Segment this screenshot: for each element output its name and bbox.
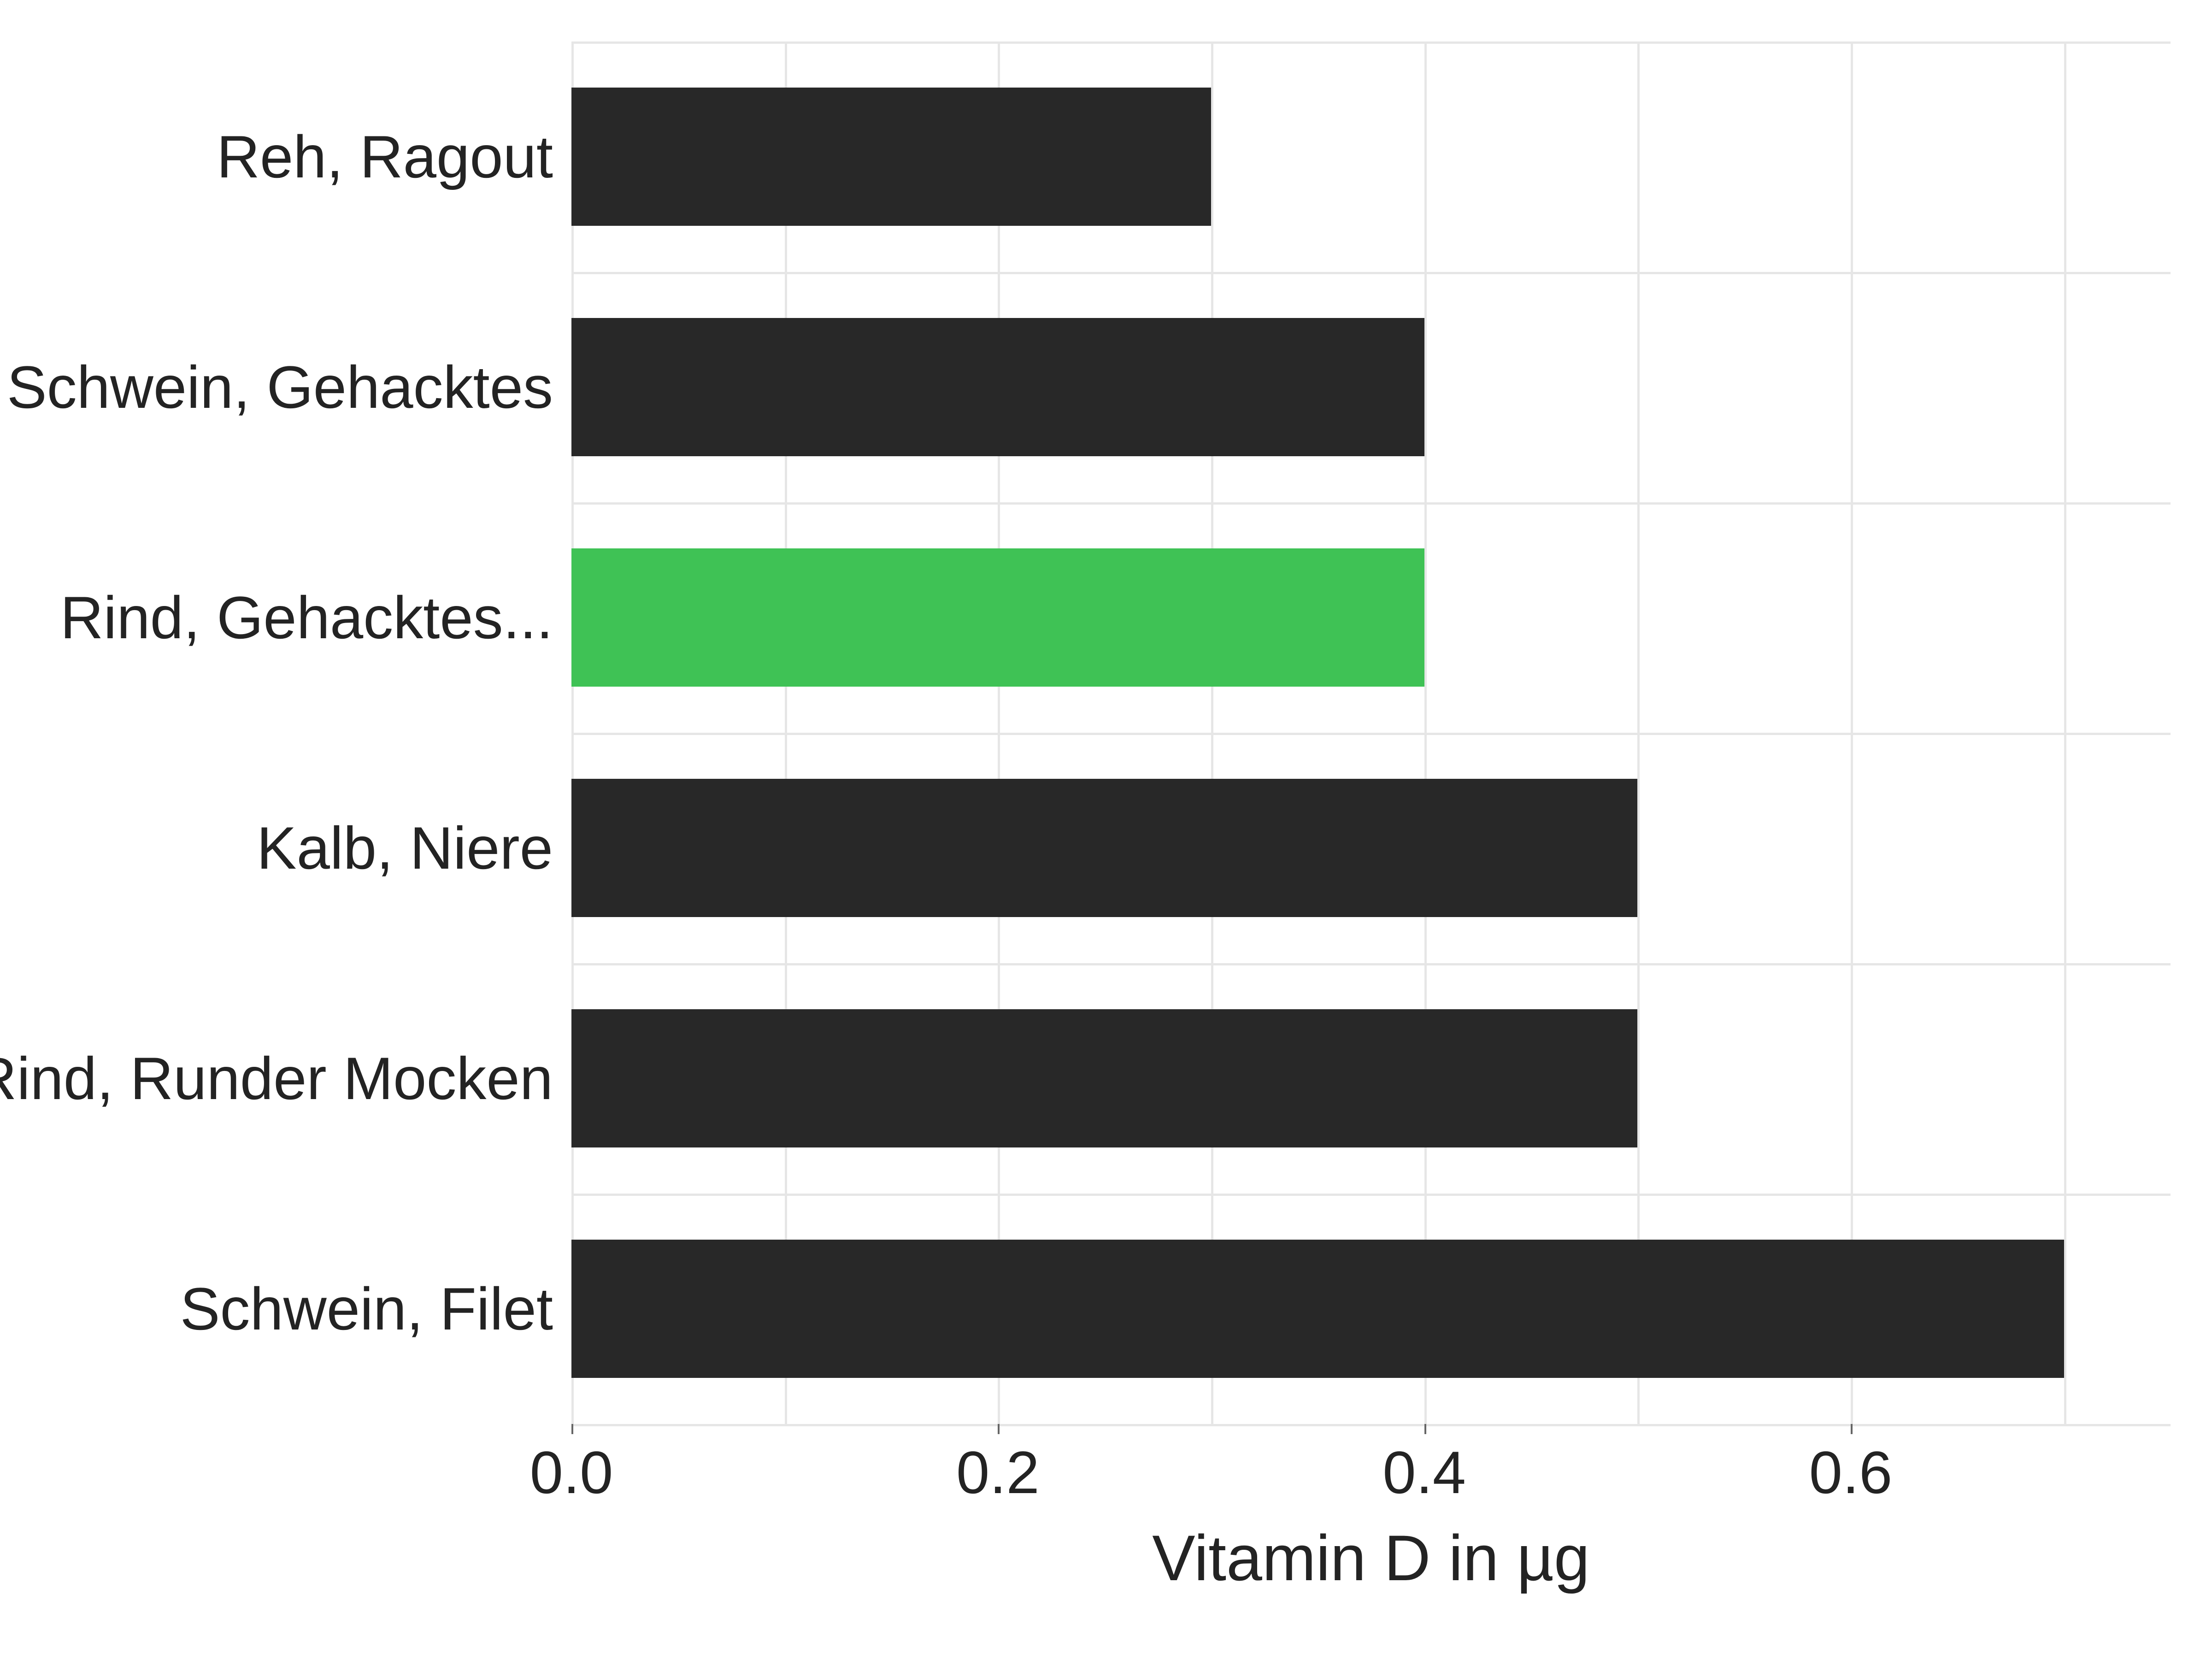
y-tick-label: Rind, Runder Mocken xyxy=(0,1044,571,1113)
bar xyxy=(571,1009,1637,1147)
x-tick-mark xyxy=(1851,1424,1853,1434)
y-tick-label: Kalb, Niere xyxy=(257,813,571,882)
y-tick-label: Schwein, Filet xyxy=(180,1274,571,1343)
gridline-horizontal xyxy=(571,502,2171,505)
gridline-horizontal xyxy=(571,1194,2171,1196)
bar xyxy=(571,779,1637,917)
x-tick-mark xyxy=(998,1424,1000,1434)
gridline-horizontal xyxy=(571,963,2171,965)
x-tick-label: 0.0 xyxy=(530,1424,613,1507)
y-tick-label: Rind, Gehacktes... xyxy=(60,583,571,652)
bar xyxy=(571,1240,2064,1378)
x-axis-title: Vitamin D in µg xyxy=(1152,1521,1590,1595)
y-tick-label: Schwein, Gehacktes xyxy=(7,353,571,422)
bar xyxy=(571,548,1424,687)
gridline-horizontal xyxy=(571,733,2171,735)
bar xyxy=(571,88,1211,226)
plot-area: Reh, RagoutSchwein, GehacktesRind, Gehac… xyxy=(571,41,2171,1424)
y-tick-label: Reh, Ragout xyxy=(217,122,571,191)
x-tick-mark xyxy=(571,1424,573,1434)
bar xyxy=(571,318,1424,456)
x-tick-label: 0.4 xyxy=(1382,1424,1466,1507)
gridline-horizontal xyxy=(571,41,2171,44)
x-tick-label: 0.6 xyxy=(1809,1424,1893,1507)
x-tick-label: 0.2 xyxy=(956,1424,1040,1507)
vitamin-d-chart: Reh, Ragout Schwein, Gehacktes Rind, Gehac… xyxy=(0,0,2212,1659)
x-tick-mark xyxy=(1424,1424,1426,1434)
gridline-horizontal xyxy=(571,1424,2171,1426)
gridline-horizontal xyxy=(571,272,2171,274)
